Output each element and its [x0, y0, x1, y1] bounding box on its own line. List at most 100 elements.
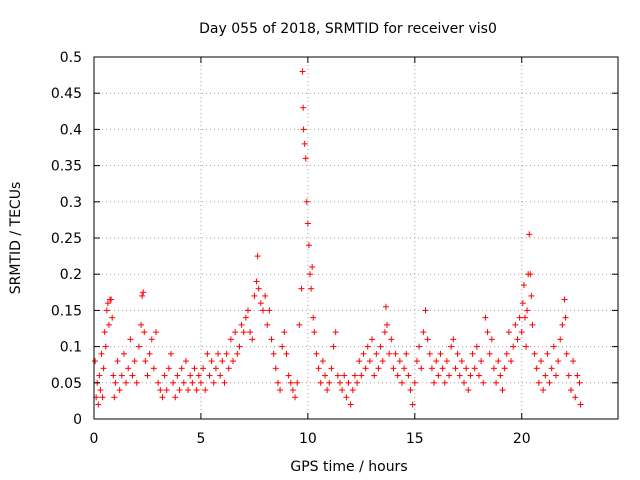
- data-point: [255, 285, 262, 292]
- data-point: [351, 372, 358, 379]
- data-point: [326, 379, 333, 386]
- data-point: [202, 387, 209, 394]
- data-point: [264, 321, 271, 328]
- data-point: [469, 350, 476, 357]
- data-point: [105, 321, 112, 328]
- data-point: [238, 321, 245, 328]
- data-point: [99, 394, 106, 401]
- data-point: [567, 387, 574, 394]
- data-point: [257, 300, 264, 307]
- data-point: [420, 329, 427, 336]
- data-point: [146, 350, 153, 357]
- data-point: [144, 372, 151, 379]
- y-tick-label: 0.1: [60, 340, 82, 356]
- data-point: [454, 350, 461, 357]
- data-point: [96, 372, 103, 379]
- data-point: [227, 336, 234, 343]
- data-point: [308, 285, 315, 292]
- data-point: [576, 379, 583, 386]
- data-point: [140, 289, 147, 296]
- data-point: [441, 379, 448, 386]
- data-point: [388, 336, 395, 343]
- data-point: [120, 350, 127, 357]
- data-point: [499, 387, 506, 394]
- data-point: [307, 271, 314, 278]
- data-point: [236, 343, 243, 350]
- data-point: [486, 350, 493, 357]
- data-point: [287, 379, 294, 386]
- data-point: [200, 365, 207, 372]
- axis-ticks: [93, 56, 618, 420]
- data-point: [178, 365, 185, 372]
- data-point: [225, 365, 232, 372]
- data-point: [550, 343, 557, 350]
- data-point: [300, 126, 307, 133]
- data-point: [180, 379, 187, 386]
- data-point: [386, 350, 393, 357]
- data-point: [398, 379, 405, 386]
- data-point: [528, 292, 535, 299]
- data-point: [303, 198, 310, 205]
- data-point: [163, 387, 170, 394]
- data-point: [364, 343, 371, 350]
- data-point: [283, 350, 290, 357]
- data-point: [259, 307, 266, 314]
- data-point: [561, 296, 568, 303]
- data-point: [577, 401, 584, 408]
- data-point: [272, 365, 279, 372]
- data-point: [281, 329, 288, 336]
- data-point: [413, 358, 420, 365]
- data-point: [382, 303, 389, 310]
- data-point: [461, 379, 468, 386]
- data-point: [315, 365, 322, 372]
- data-point: [221, 379, 228, 386]
- data-point: [139, 292, 146, 299]
- data-point: [102, 343, 109, 350]
- data-point: [572, 394, 579, 401]
- data-point: [377, 343, 384, 350]
- data-point: [254, 253, 261, 260]
- data-point: [497, 372, 504, 379]
- data-point: [125, 365, 132, 372]
- data-point: [332, 329, 339, 336]
- data-point: [242, 314, 249, 321]
- data-point: [501, 365, 508, 372]
- data-point: [471, 365, 478, 372]
- data-point: [253, 278, 260, 285]
- data-point: [495, 358, 502, 365]
- data-point: [431, 379, 438, 386]
- data-point: [112, 379, 119, 386]
- data-point: [232, 329, 239, 336]
- y-tick-label: 0.15: [51, 303, 82, 319]
- x-tick-label: 5: [196, 431, 205, 447]
- data-point: [334, 372, 341, 379]
- data-point: [155, 379, 162, 386]
- data-point: [544, 350, 551, 357]
- data-point: [443, 358, 450, 365]
- data-point: [206, 372, 213, 379]
- data-point: [292, 394, 299, 401]
- data-point: [172, 394, 179, 401]
- data-point: [458, 358, 465, 365]
- data-point: [467, 372, 474, 379]
- data-point: [503, 350, 510, 357]
- data-point: [437, 350, 444, 357]
- data-point: [103, 307, 110, 314]
- data-point: [208, 358, 215, 365]
- x-tick-label: 0: [90, 431, 99, 447]
- data-point: [110, 372, 117, 379]
- data-point: [279, 343, 286, 350]
- data-point: [563, 350, 570, 357]
- x-tick-labels: 0 5 10 15 20: [90, 431, 531, 447]
- data-point: [129, 372, 136, 379]
- data-point: [97, 387, 104, 394]
- y-tick-label: 0.45: [51, 86, 82, 102]
- data-point: [520, 282, 527, 289]
- data-point: [533, 365, 540, 372]
- data-point: [360, 350, 367, 357]
- data-point: [446, 372, 453, 379]
- y-tick-labels: 0 0.05 0.1 0.15 0.2 0.25 0.3 0.35 0.4 0.45 0.5: [51, 50, 82, 428]
- data-point: [405, 372, 412, 379]
- data-point: [508, 358, 515, 365]
- data-point: [244, 307, 251, 314]
